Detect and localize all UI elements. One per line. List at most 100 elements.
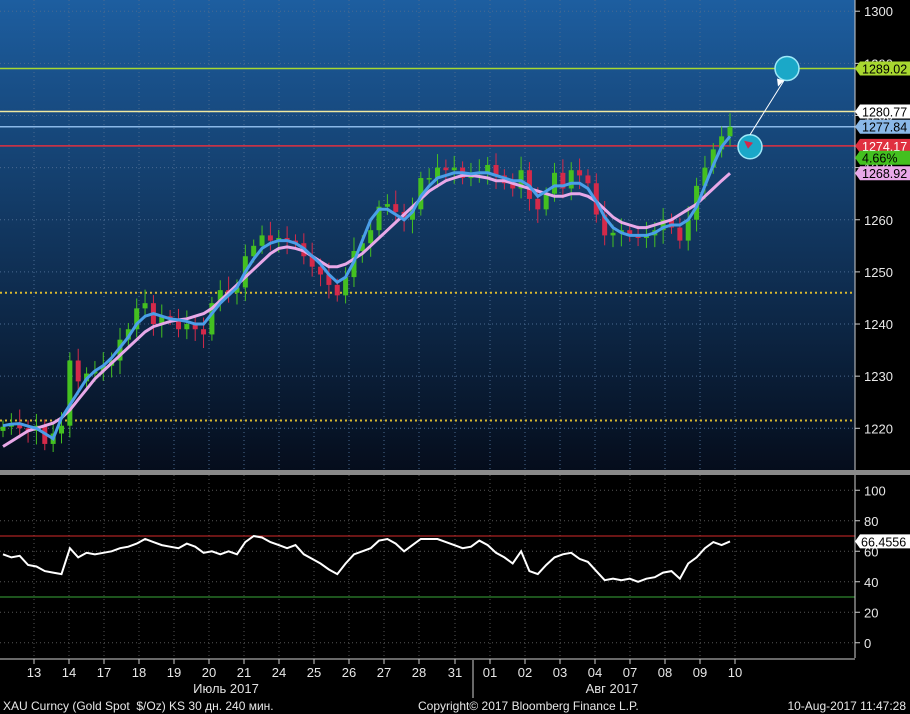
candle-body — [585, 175, 591, 184]
price-tag-box — [855, 119, 910, 134]
candle-body — [217, 290, 223, 304]
candle-body — [376, 206, 382, 231]
x-tick-label: 10 — [728, 665, 742, 680]
x-tick-label: 04 — [588, 665, 602, 680]
candle-body — [259, 235, 265, 246]
candle-body — [677, 227, 683, 241]
marker-arrow-line — [749, 80, 785, 136]
candle-body — [493, 165, 499, 176]
x-tick-label: 17 — [97, 665, 111, 680]
price-tick-label: 1300 — [864, 4, 893, 19]
price-tag-box — [855, 150, 910, 165]
x-tick-label: 20 — [202, 665, 216, 680]
x-tick-label: 25 — [307, 665, 321, 680]
x-tick-label: 19 — [167, 665, 181, 680]
price-tag-box — [855, 104, 910, 119]
rsi-tick-label: 40 — [864, 575, 878, 590]
candle-body — [326, 274, 332, 285]
price-tag-box — [855, 61, 910, 76]
panel-separator[interactable] — [0, 470, 910, 475]
x-tick-label: 03 — [553, 665, 567, 680]
x-tick-label: 18 — [132, 665, 146, 680]
x-tick-label: 28 — [412, 665, 426, 680]
marker-arrow-head — [777, 78, 784, 87]
x-tick-label: 27 — [377, 665, 391, 680]
rsi-tick-label: 80 — [864, 514, 878, 529]
x-tick-label: 21 — [237, 665, 251, 680]
candle-body — [67, 360, 73, 426]
candle-body — [702, 167, 708, 186]
candle-body — [552, 172, 558, 194]
price-tag-label: 1274.17 — [862, 140, 907, 154]
candle-body — [267, 235, 273, 241]
price-tag-label: 1268.92 — [862, 167, 907, 181]
rsi-tag-label: 66.4556 — [861, 535, 906, 549]
candle-body — [334, 284, 340, 296]
candle-body — [209, 303, 215, 335]
x-tick-label: 07 — [623, 665, 637, 680]
marker-end-circle — [774, 55, 800, 82]
candle-body — [0, 426, 6, 431]
price-level-lines — [0, 67, 855, 422]
candle-body — [577, 170, 583, 176]
candle-body — [560, 172, 566, 189]
rsi-panel — [0, 475, 855, 658]
x-tick-label: 14 — [62, 665, 76, 680]
x-axis-ticks: 13 14 17 18 19 20 21 24 25 26 27 28 31 01 02 03 04 07 08 09… — [27, 659, 742, 680]
x-tick-label: 09 — [693, 665, 707, 680]
x-tick-label: 13 — [27, 665, 41, 680]
candle-body — [142, 303, 148, 309]
footer-bar — [0, 698, 910, 714]
price-tag-box — [855, 166, 910, 181]
ma-slow-line — [2, 172, 731, 448]
rsi-tick-label: 100 — [864, 483, 886, 498]
candle-body — [418, 178, 424, 210]
price-axis-tags: 1289.02 1280.77 1277.84 1274.174.66%1268.92 — [855, 61, 910, 181]
candle-body — [435, 167, 441, 179]
rsi-tag-box — [855, 534, 910, 549]
price-tick-label: 1250 — [864, 265, 893, 280]
candle-body — [159, 316, 165, 325]
candle-body — [727, 126, 733, 137]
x-tick-label: 31 — [448, 665, 462, 680]
candle-body — [485, 165, 491, 173]
candle-body — [75, 360, 81, 382]
price-panel — [0, 0, 855, 470]
candle-body — [368, 230, 374, 244]
price-tag-box — [855, 138, 910, 153]
x-tick-label: 02 — [518, 665, 532, 680]
footer-timestamp: 10-Aug-2017 11:47:28 — [787, 699, 906, 713]
candle-body — [251, 245, 257, 257]
month-label-august: Авг 2017 — [586, 681, 639, 696]
rsi-tick-label: 0 — [864, 636, 871, 651]
candle-body — [134, 308, 140, 330]
candle-body — [426, 178, 432, 180]
candle-body — [234, 287, 240, 293]
arrow-markers — [737, 55, 800, 160]
candle-body — [309, 256, 315, 267]
candle-body — [175, 318, 181, 330]
candle-body — [393, 204, 399, 212]
candle-body — [359, 243, 365, 252]
candle-body — [201, 329, 207, 335]
candle-body — [343, 277, 349, 296]
candle-body — [117, 339, 123, 361]
rsi-tick-label: 20 — [864, 605, 878, 620]
ma-fast-line — [2, 135, 732, 441]
price-tick-label: 1260 — [864, 213, 893, 228]
candle-body — [719, 136, 725, 150]
candle-body — [710, 149, 716, 168]
candle-body — [602, 214, 608, 236]
candle-body — [192, 324, 198, 330]
price-tick-label: 1230 — [864, 369, 893, 384]
candle-body — [443, 167, 449, 171]
candle-body — [184, 324, 190, 330]
rsi-axis-tag: 66.4556 — [855, 534, 910, 549]
price-tag-label: 1289.02 — [862, 62, 907, 76]
candle-body — [100, 365, 106, 371]
candle-body — [318, 266, 324, 275]
rsi-line — [2, 534, 731, 583]
candle-body — [568, 170, 574, 189]
